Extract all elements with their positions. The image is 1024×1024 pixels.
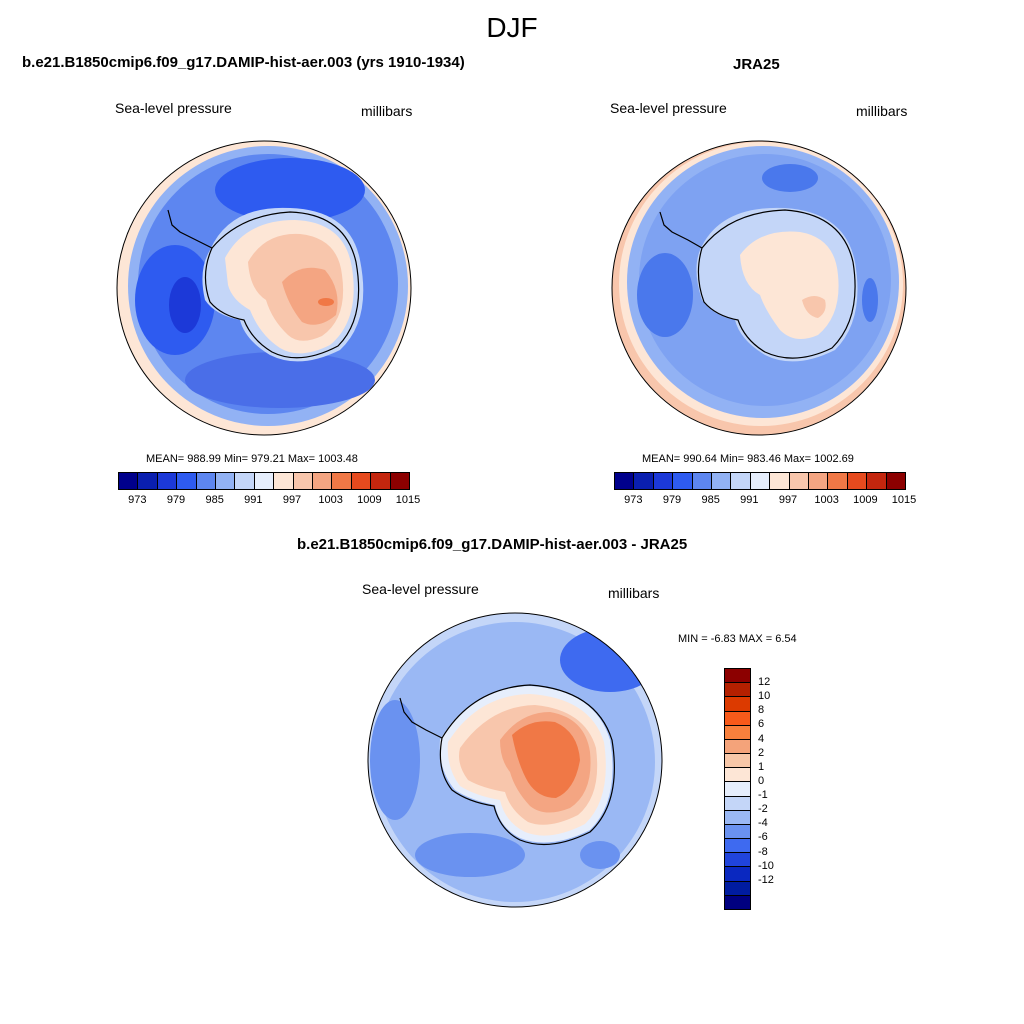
colorbar-tick-label: 979: [662, 494, 682, 506]
colorbar-tick-label: 1003: [814, 494, 839, 506]
panel-1-title: b.e21.B1850cmip6.f09_g17.DAMIP-hist-aer.…: [22, 54, 465, 71]
colorbar-tick-label: -4: [758, 817, 768, 830]
panel-2-title: JRA25: [733, 56, 780, 73]
colorbar-swatch: [725, 669, 750, 684]
colorbar-tick-label: 991: [244, 494, 263, 506]
colorbar-tick-label: 1015: [891, 494, 917, 506]
colorbar-tick-label: 4: [758, 732, 765, 745]
colorbar-swatch: [725, 824, 750, 840]
panel-2-colorbar: [614, 472, 906, 490]
colorbar-swatch: [673, 473, 693, 489]
colorbar-swatch: [390, 473, 410, 489]
colorbar-swatch: [731, 473, 751, 489]
colorbar-swatch: [725, 697, 750, 712]
colorbar-tick-label: -8: [758, 845, 768, 858]
colorbar-tick-label: 991: [740, 494, 759, 506]
colorbar-tick-label: -10: [758, 859, 774, 872]
colorbar-tick-label: 973: [128, 494, 147, 506]
colorbar-swatch: [157, 473, 178, 489]
colorbar-tick-label: 10: [758, 690, 771, 703]
colorbar-swatch: [712, 473, 732, 489]
main-title: DJF: [486, 12, 538, 43]
colorbar-swatch: [828, 473, 848, 489]
colorbar-swatch: [725, 853, 750, 868]
colorbar-swatch: [332, 473, 352, 489]
colorbar-tick-label: -2: [758, 803, 768, 816]
panel-2-variable: Sea-level pressure: [610, 100, 727, 116]
colorbar-swatch: [725, 867, 750, 882]
panel-3-variable: Sea-level pressure: [362, 581, 479, 597]
colorbar-tick-label: -12: [758, 873, 774, 886]
colorbar-swatch: [725, 839, 750, 854]
colorbar-swatch: [725, 782, 750, 797]
colorbar-swatch: [725, 725, 750, 740]
colorbar-swatch: [770, 473, 790, 489]
colorbar-swatch: [615, 473, 635, 489]
colorbar-tick-label: 985: [701, 494, 720, 506]
colorbar-swatch: [725, 739, 750, 755]
colorbar-tick-label: 8: [758, 704, 765, 717]
colorbar-swatch: [847, 473, 868, 489]
colorbar-tick-label: 997: [282, 494, 302, 506]
colorbar-swatch: [254, 473, 275, 489]
colorbar-swatch: [138, 473, 158, 489]
colorbar-swatch: [634, 473, 654, 489]
colorbar-swatch: [653, 473, 674, 489]
colorbar-tick-label: 1009: [853, 494, 878, 506]
colorbar-swatch: [196, 473, 217, 489]
colorbar-tick-label: 979: [166, 494, 186, 506]
colorbar-swatch: [725, 881, 750, 896]
colorbar-swatch: [351, 473, 372, 489]
colorbar-tick-label: -6: [758, 831, 768, 844]
panel-3-colorbar: [724, 668, 751, 910]
colorbar-swatch: [371, 473, 391, 489]
colorbar-swatch: [725, 683, 750, 698]
colorbar-swatch: [750, 473, 771, 489]
colorbar-tick-label: 1: [758, 760, 765, 773]
colorbar-tick-label: 1015: [395, 494, 421, 506]
colorbar-swatch: [725, 796, 750, 811]
colorbar-tick-label: 973: [624, 494, 643, 506]
colorbar-swatch: [886, 473, 906, 489]
panel-2-colorbar-labels: 973 979 985 991 997 1003 1009 1015: [614, 494, 916, 508]
colorbar-swatch: [293, 473, 314, 489]
panel-1-stats: MEAN= 988.99 Min= 979.21 Max= 1003.48: [146, 453, 358, 465]
colorbar-swatch: [789, 473, 810, 489]
colorbar-tick-label: 12: [758, 676, 771, 689]
colorbar-swatch: [725, 768, 750, 783]
panel-2-stats: MEAN= 990.64 Min= 983.46 Max= 1002.69: [642, 453, 854, 465]
colorbar-tick-label: 0: [758, 774, 765, 787]
colorbar-swatch: [177, 473, 197, 489]
colorbar-tick-label: 985: [205, 494, 224, 506]
colorbar-swatch: [725, 711, 750, 726]
panel-1-units: millibars: [361, 103, 413, 119]
colorbar-swatch: [725, 895, 750, 909]
panel-3-units: millibars: [608, 585, 660, 601]
colorbar-swatch: [274, 473, 294, 489]
colorbar-swatch: [809, 473, 829, 489]
colorbar-swatch: [692, 473, 713, 489]
colorbar-swatch: [119, 473, 139, 489]
colorbar-swatch: [725, 754, 750, 769]
colorbar-swatch: [313, 473, 333, 489]
panel-3-title: b.e21.B1850cmip6.f09_g17.DAMIP-hist-aer.…: [297, 536, 688, 553]
panel-1-colorbar-labels: 973 979 985 991 997 1003 1009 1015: [118, 494, 420, 508]
panel-1-colorbar: [118, 472, 410, 490]
colorbar-swatch: [725, 810, 750, 825]
panel-1-variable: Sea-level pressure: [115, 100, 232, 116]
colorbar-swatch: [867, 473, 887, 489]
colorbar-swatch: [216, 473, 236, 489]
colorbar-tick-label: 1009: [357, 494, 382, 506]
panel-3-stats: MIN = -6.83 MAX = 6.54: [678, 633, 797, 645]
colorbar-tick-label: -1: [758, 789, 768, 802]
panel-2-units: millibars: [856, 103, 908, 119]
colorbar-tick-label: 997: [778, 494, 798, 506]
colorbar-tick-label: 1003: [318, 494, 343, 506]
colorbar-tick-label: 6: [758, 718, 765, 731]
colorbar-swatch: [235, 473, 255, 489]
colorbar-tick-label: 2: [758, 746, 765, 759]
